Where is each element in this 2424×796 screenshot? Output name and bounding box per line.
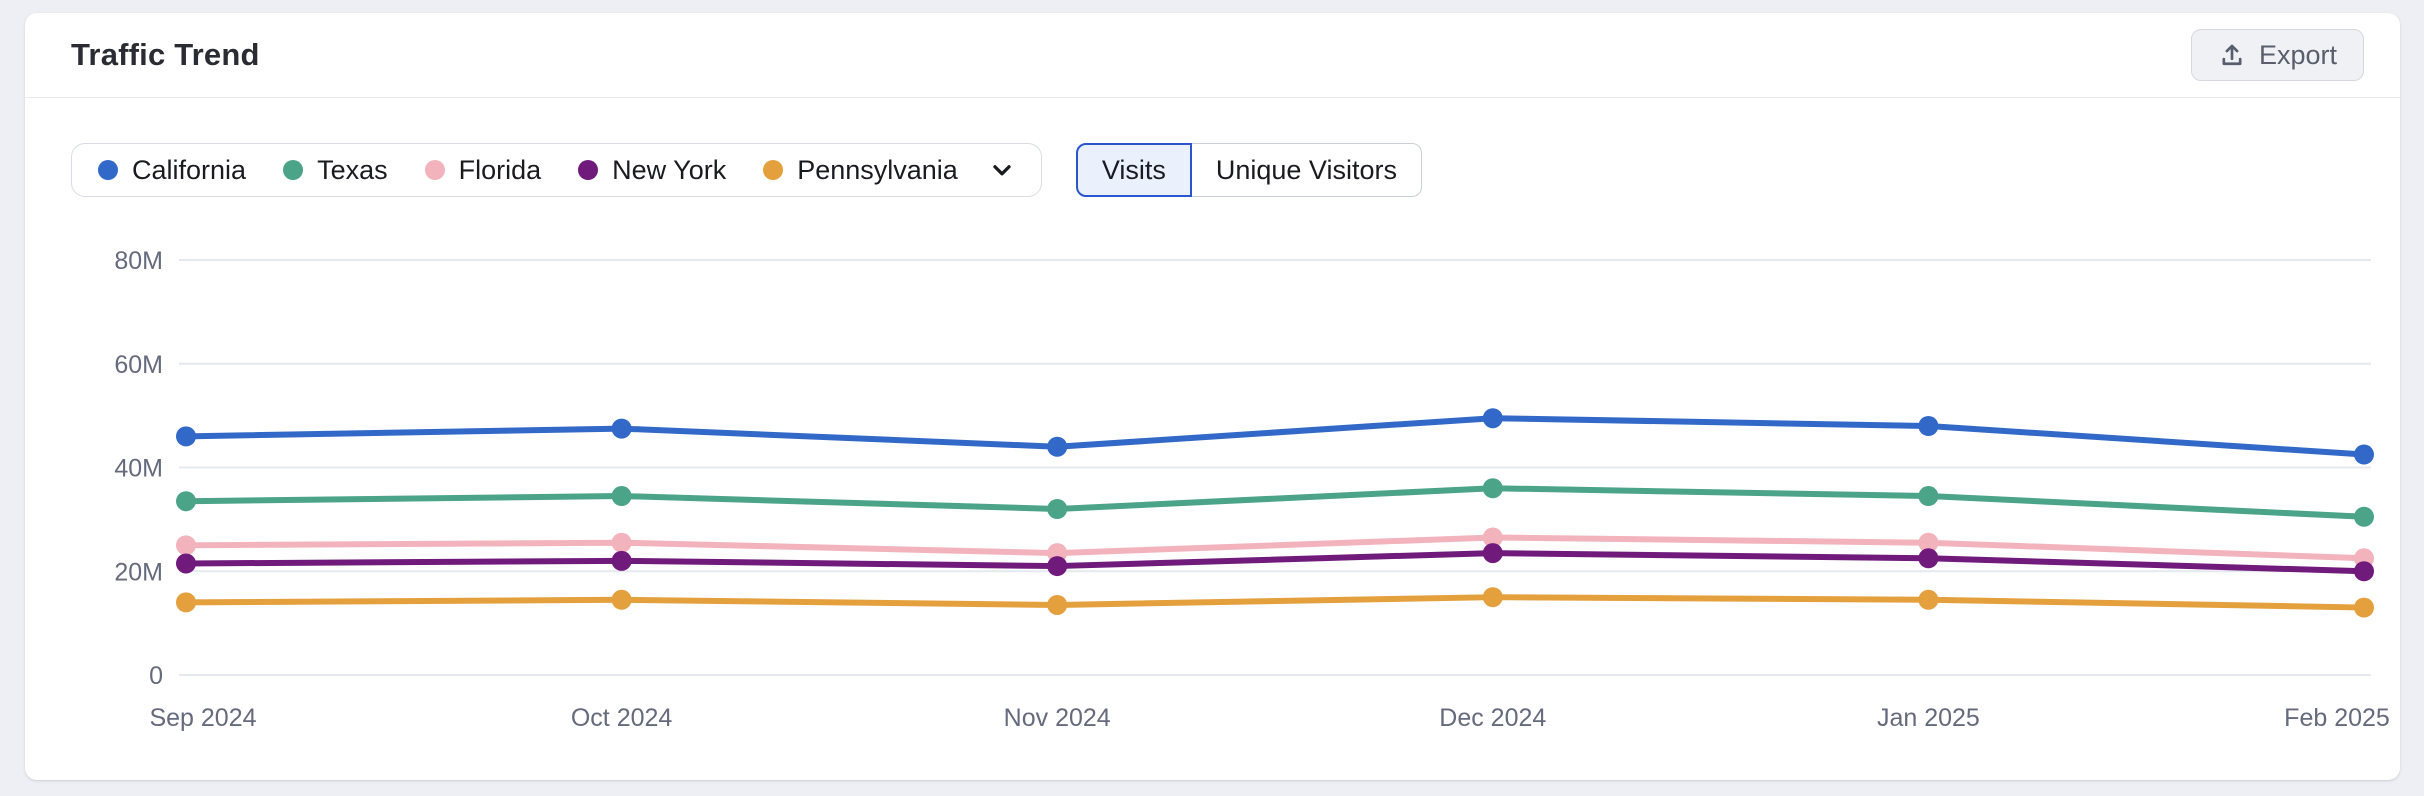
legend-item-label: Texas [317,154,388,185]
x-tick-label: Jan 2025 [1877,704,1980,732]
x-tick-label: Feb 2025 [2284,704,2390,732]
data-point-texas[interactable] [1918,486,1939,507]
data-point-florida[interactable] [611,532,632,553]
chevron-down-icon[interactable] [989,157,1015,183]
series-line-texas [183,485,2367,520]
x-tick-label: Dec 2024 [1439,704,1546,732]
card-header: Traffic Trend Export [25,13,2400,98]
metric-toggle: Visits Unique Visitors [1075,143,1422,197]
legend-item-label: California [132,154,247,185]
traffic-trend-chart: 0 20M 40M 60M 80M Sep 2024 Oct 2024 Nov 2024 Dec… [71,212,2395,752]
data-point-california[interactable] [1918,416,1939,436]
data-point-texas[interactable] [2354,506,2374,527]
series-line-new-york [183,550,2367,575]
legend-item[interactable]: New York [578,155,726,186]
data-point-texas[interactable] [176,491,196,512]
series-line-florida [183,534,2367,562]
x-tick-label: Nov 2024 [1004,704,1111,732]
data-point-california[interactable] [611,418,632,439]
data-point-pennsylvania[interactable] [1047,594,1068,615]
data-point-pennsylvania[interactable] [176,592,196,613]
legend-dot [424,160,445,180]
series-line-pennsylvania [183,594,2367,611]
traffic-chart-svg: 0 20M 40M 60M 80M Sep 2024 Oct 2024 Nov 2024 Dec… [114,247,2390,732]
legend-dot [763,160,784,180]
data-point-new-york[interactable] [1918,548,1939,569]
traffic-trend-card: Traffic Trend Export California Texas [25,13,2400,780]
x-tick-label: Sep 2024 [149,704,256,732]
data-point-florida[interactable] [1918,532,1939,553]
series-line-california [183,415,2367,458]
page-title: Traffic Trend [71,37,260,72]
export-button-label: Export [2258,39,2337,70]
tab-visits[interactable]: Visits [1075,143,1192,197]
export-button[interactable]: Export [2190,29,2364,81]
data-point-new-york[interactable] [611,550,632,571]
data-point-new-york[interactable] [2354,561,2374,582]
series-legend-dropdown[interactable]: California Texas Florida New York Pennsy… [71,143,1042,197]
legend-dot [98,160,118,180]
legend-item-label: Florida [458,154,542,185]
data-point-pennsylvania[interactable] [1482,587,1503,608]
data-point-texas[interactable] [1482,478,1503,499]
data-point-california[interactable] [2354,444,2374,465]
data-point-florida[interactable] [176,535,196,556]
legend-item[interactable]: Texas [283,155,388,186]
export-icon [2218,41,2246,69]
legend-dot [283,160,304,180]
data-point-new-york[interactable] [1482,543,1503,564]
legend-dot [578,160,599,180]
x-tick-label: Oct 2024 [571,704,673,732]
data-point-new-york[interactable] [1047,556,1068,577]
data-point-florida[interactable] [1482,527,1503,548]
data-point-california[interactable] [1482,408,1503,429]
legend-item[interactable]: Florida [424,154,542,186]
data-point-california[interactable] [176,426,196,447]
legend-item-label: New York [612,154,727,185]
y-tick-label: 60M [114,351,163,379]
data-point-california[interactable] [1047,436,1068,457]
y-tick-label: 20M [114,558,163,586]
data-point-new-york[interactable] [176,553,196,574]
legend-item[interactable]: California [98,155,246,186]
data-point-texas[interactable] [1047,499,1068,519]
data-point-pennsylvania[interactable] [611,589,632,610]
y-tick-label: 0 [149,662,163,690]
legend-item-label: Pennsylvania [797,154,958,185]
data-point-pennsylvania[interactable] [1918,589,1939,610]
legend-item[interactable]: Pennsylvania [763,155,958,186]
y-tick-label: 80M [114,247,163,275]
data-point-texas[interactable] [611,486,632,507]
tab-unique-visitors[interactable]: Unique Visitors [1190,143,1422,197]
data-point-pennsylvania[interactable] [2354,597,2374,618]
controls-row: California Texas Florida New York Pennsy… [71,143,2400,197]
y-tick-label: 40M [114,455,163,483]
